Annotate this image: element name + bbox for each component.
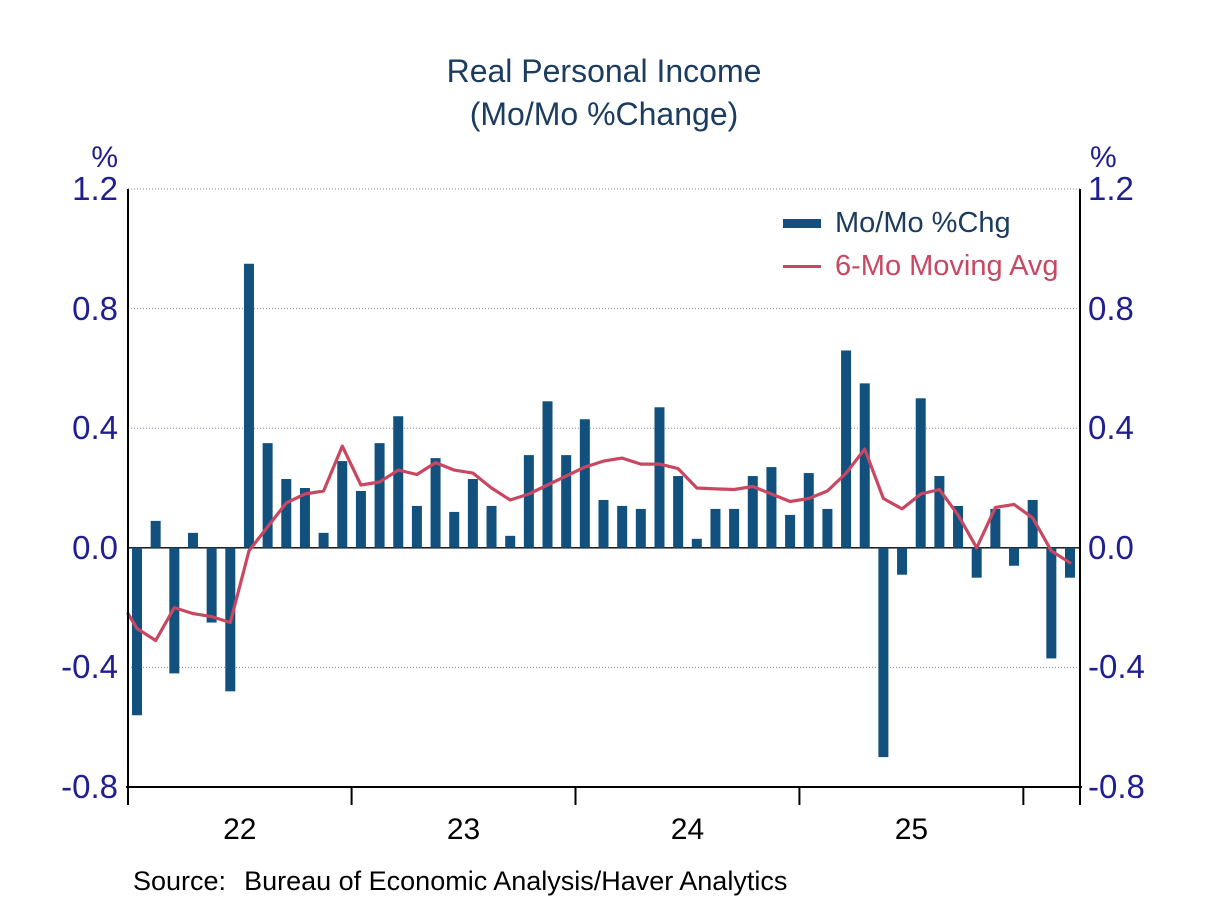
y-tick-label-right: -0.4 — [1088, 648, 1145, 686]
x-year-label: 23 — [446, 813, 481, 846]
bar — [243, 263, 254, 548]
bar — [505, 535, 516, 548]
bar — [617, 505, 628, 548]
bar — [150, 520, 161, 548]
legend-row: 6-Mo Moving Avg — [783, 249, 1059, 283]
bar — [897, 547, 908, 575]
y-tick-label-left: 0.0 — [72, 528, 118, 566]
bar — [710, 508, 721, 548]
bar — [859, 383, 870, 548]
bar — [374, 443, 385, 548]
bar — [187, 532, 198, 548]
y-tick-label-left: -0.8 — [61, 768, 118, 805]
bar — [542, 401, 553, 548]
y-tick-label-right: 0.4 — [1088, 409, 1134, 447]
legend-line-swatch — [783, 264, 821, 268]
source-note: Source: Bureau of Economic Analysis/Haver… — [133, 864, 787, 898]
legend-label: 6-Mo Moving Avg — [835, 250, 1059, 282]
bar — [430, 458, 441, 548]
y-tick-label-left: 0.4 — [72, 409, 118, 447]
bar — [281, 479, 292, 548]
bar — [747, 476, 758, 548]
bar — [990, 508, 1001, 548]
bar — [673, 476, 684, 548]
bar — [523, 455, 534, 548]
legend-label: Mo/Mo %Chg — [835, 207, 1011, 239]
bar — [561, 455, 572, 548]
x-year-label: 22 — [223, 813, 257, 846]
bar — [206, 547, 217, 623]
source-label: Source: — [133, 866, 227, 896]
y-tick-label-right: 0.8 — [1088, 289, 1134, 327]
bar — [691, 538, 702, 548]
y-tick-label-right: 1.2 — [1088, 170, 1134, 207]
bar — [729, 508, 740, 548]
bar — [654, 407, 665, 548]
bar — [318, 532, 329, 548]
bar — [915, 398, 926, 548]
bar — [411, 505, 422, 548]
bar — [822, 508, 833, 548]
bar — [486, 505, 497, 548]
bar — [971, 547, 982, 578]
bar — [766, 467, 777, 548]
bar — [449, 511, 460, 548]
legend: Mo/Mo %Chg 6-Mo Moving Avg — [783, 206, 1059, 292]
bar — [953, 505, 964, 548]
bar — [878, 547, 889, 758]
bar — [635, 508, 646, 548]
bar — [1046, 547, 1057, 659]
bar — [132, 547, 142, 716]
y-axis-unit-right: % — [1090, 141, 1117, 174]
chart-title: Real Personal Income (Mo/Mo %Change) — [0, 50, 1208, 136]
bar — [393, 416, 404, 548]
bar — [579, 419, 590, 548]
y-tick-label-left: 0.8 — [72, 289, 118, 327]
x-year-label: 25 — [894, 813, 929, 846]
source-text: Bureau of Economic Analysis/Haver Analyt… — [244, 866, 788, 896]
bar — [299, 488, 310, 548]
y-tick-label-right: -0.8 — [1088, 768, 1145, 805]
bar — [598, 499, 609, 548]
chart-title-line2: (Mo/Mo %Change) — [469, 96, 739, 132]
bar — [1009, 547, 1020, 566]
moving-avg-line — [126, 444, 1072, 643]
bar — [262, 443, 273, 548]
bar — [803, 473, 814, 548]
x-year-label: 24 — [670, 813, 705, 846]
legend-bar-swatch — [783, 218, 821, 228]
bar — [841, 350, 852, 548]
y-axis-unit-left: % — [91, 141, 118, 174]
y-tick-label-left: 1.2 — [72, 170, 118, 207]
y-tick-label-right: 0.0 — [1088, 528, 1134, 566]
bar — [785, 514, 796, 548]
bar — [934, 476, 945, 548]
chart-title-line1: Real Personal Income — [446, 53, 762, 89]
bar — [337, 461, 348, 548]
bar — [467, 479, 478, 548]
bar — [355, 490, 366, 548]
legend-row: Mo/Mo %Chg — [783, 206, 1059, 240]
y-tick-label-left: -0.4 — [61, 648, 118, 686]
bar — [1027, 499, 1038, 548]
